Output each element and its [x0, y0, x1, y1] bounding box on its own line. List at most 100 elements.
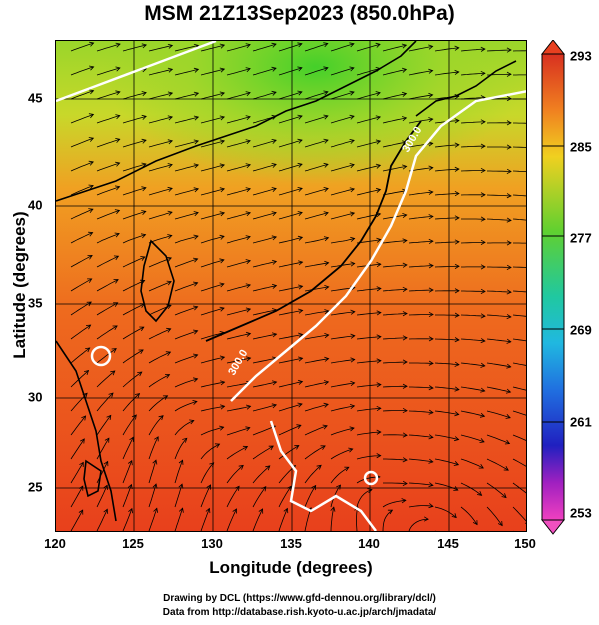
- streamline-arrowhead: [376, 405, 382, 412]
- streamline-arrowhead: [350, 236, 356, 242]
- streamline-arrowhead: [454, 436, 460, 442]
- streamline-arrowhead: [506, 217, 512, 223]
- streamline-arrowhead: [428, 44, 434, 50]
- streamline: [408, 191, 433, 196]
- streamline-arrowhead: [271, 90, 277, 96]
- streamline-arrowhead: [451, 513, 457, 519]
- streamline: [200, 92, 225, 100]
- streamline-arrowhead: [428, 189, 434, 195]
- streamline: [512, 506, 526, 522]
- streamline: [96, 210, 120, 220]
- streamline: [252, 357, 277, 364]
- streamline: [122, 92, 147, 100]
- streamline: [434, 95, 459, 100]
- streamline: [512, 434, 526, 441]
- streamline-arrowhead: [141, 43, 148, 49]
- streamline-arrowhead: [245, 187, 251, 193]
- streamline-arrowhead: [193, 91, 200, 97]
- streamline-arrowhead: [182, 437, 188, 443]
- streamline: [174, 164, 199, 172]
- colorbar-tick-285: 285: [570, 139, 592, 155]
- streamline: [200, 259, 225, 268]
- streamline-arrowhead: [245, 43, 251, 49]
- streamline-arrowhead: [245, 235, 251, 241]
- streamline-arrowhead: [506, 264, 512, 270]
- streamline-arrowhead: [402, 213, 408, 219]
- streamline: [96, 325, 118, 340]
- streamline: [148, 188, 173, 196]
- streamline-arrowhead: [167, 186, 173, 192]
- streamline: [434, 482, 458, 491]
- streamline: [460, 338, 485, 342]
- contour-line-north: [56, 41, 217, 103]
- streamline-arrowhead: [141, 210, 147, 215]
- streamline: [252, 188, 277, 196]
- streamline: [148, 304, 172, 316]
- streamline-arrowhead: [376, 310, 382, 316]
- streamline: [513, 530, 514, 531]
- streamline-arrowhead: [167, 210, 173, 216]
- streamline: [122, 393, 140, 412]
- colorbar-tick-253: 253: [570, 505, 592, 521]
- streamline-arrowhead: [88, 113, 95, 119]
- streamline: [382, 44, 407, 52]
- streamline: [200, 307, 225, 316]
- streamline: [408, 143, 433, 148]
- streamline: [200, 164, 225, 172]
- streamline-arrowhead: [115, 42, 121, 48]
- streamline-arrowhead: [428, 409, 434, 415]
- streamline-arrowhead: [271, 235, 278, 241]
- streamline-arrowhead: [506, 120, 512, 126]
- streamline-arrowhead: [428, 68, 434, 74]
- streamline: [460, 121, 486, 124]
- streamline-arrowhead: [376, 237, 382, 243]
- streamline-arrowhead: [375, 115, 382, 121]
- streamline: [408, 216, 433, 220]
- y-axis-label: Latitude (degrees): [10, 211, 29, 359]
- streamline: [96, 255, 119, 268]
- streamline: [70, 278, 92, 292]
- streamline: [96, 115, 120, 124]
- streamline-arrowhead: [428, 482, 434, 488]
- streamline: [330, 427, 355, 436]
- streamline-arrowhead: [428, 238, 434, 245]
- streamline-arrowhead: [167, 139, 174, 145]
- x-tick-135: 135: [280, 536, 302, 551]
- streamline-arrowhead: [82, 392, 88, 398]
- streamline-arrowhead: [178, 483, 184, 489]
- streamline: [330, 359, 355, 364]
- streamline: [486, 458, 509, 471]
- streamline-arrowhead: [106, 414, 112, 420]
- streamline: [512, 458, 526, 467]
- streamline-arrowhead: [219, 306, 225, 312]
- streamline-arrowhead: [428, 385, 434, 391]
- streamline-arrowhead: [193, 353, 199, 359]
- streamline: [434, 241, 460, 244]
- streamline: [252, 285, 277, 292]
- streamline-arrowhead: [89, 41, 95, 47]
- streamline: [148, 436, 159, 460]
- streamline: [278, 424, 302, 436]
- streamline: [174, 140, 199, 148]
- streamline-arrowhead: [376, 453, 382, 459]
- streamline-arrowhead: [193, 377, 199, 383]
- streamline: [200, 140, 225, 148]
- streamline: [486, 73, 511, 76]
- streamline: [226, 486, 240, 508]
- streamline-arrowhead: [271, 42, 277, 48]
- streamline: [512, 362, 526, 366]
- streamline-arrowhead: [506, 144, 512, 150]
- streamline: [226, 308, 251, 316]
- streamline: [70, 66, 94, 76]
- streamline-arrowhead: [245, 404, 252, 410]
- streamline: [304, 91, 329, 100]
- streamline: [356, 68, 381, 76]
- streamline: [460, 434, 485, 443]
- streamline-arrowhead: [323, 42, 329, 48]
- streamline-arrowhead: [402, 238, 408, 244]
- streamline-arrowhead: [480, 288, 486, 294]
- streamline-arrowhead: [453, 486, 459, 491]
- streamline-arrowhead: [323, 138, 329, 144]
- streamline-arrowhead: [349, 426, 355, 432]
- streamline-arrowhead: [506, 96, 512, 102]
